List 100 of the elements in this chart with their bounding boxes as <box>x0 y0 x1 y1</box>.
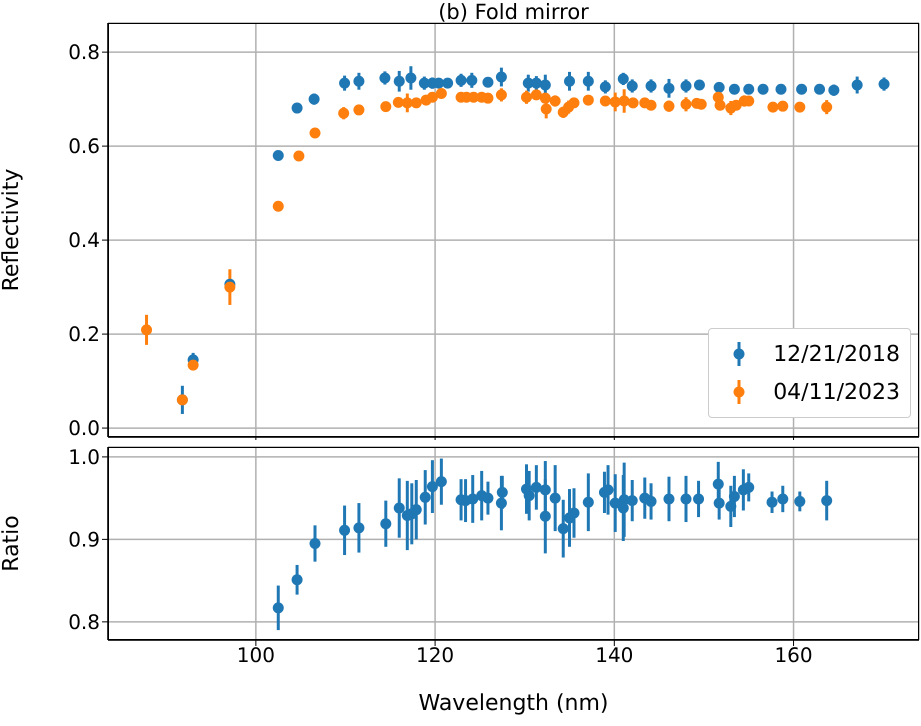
y-tick-label: 0.9 <box>68 527 100 552</box>
point <box>293 150 304 162</box>
point <box>310 127 321 138</box>
point <box>339 78 350 89</box>
point <box>618 73 629 84</box>
point <box>272 150 284 162</box>
point <box>188 360 199 371</box>
point <box>141 324 152 336</box>
point <box>663 493 674 504</box>
point <box>725 500 736 512</box>
point <box>550 96 561 107</box>
point <box>582 94 594 106</box>
x-tick-label: 100 <box>236 643 275 668</box>
point <box>628 97 639 108</box>
point <box>714 82 725 93</box>
point <box>420 492 431 503</box>
point <box>272 200 284 212</box>
point <box>292 574 303 586</box>
point <box>394 76 405 87</box>
chart-title: (b) Fold mirror <box>437 0 590 24</box>
point <box>730 100 742 111</box>
point <box>482 76 494 88</box>
point <box>714 100 726 111</box>
point <box>564 76 576 87</box>
point <box>496 498 507 509</box>
point <box>794 102 806 113</box>
point <box>540 103 552 114</box>
point <box>777 493 788 504</box>
point <box>540 510 551 522</box>
point <box>310 538 321 549</box>
point <box>380 518 392 530</box>
point <box>582 76 594 87</box>
y-axis-title: Ratio <box>0 515 24 572</box>
legend-label: 04/11/2023 <box>773 380 900 404</box>
point <box>796 84 808 95</box>
point <box>272 602 284 614</box>
point <box>524 490 535 502</box>
point <box>814 84 826 95</box>
y-tick-label: 0.4 <box>68 228 100 252</box>
point <box>353 522 364 534</box>
point <box>426 481 438 492</box>
x-tick-label: 140 <box>595 643 634 668</box>
point <box>292 102 303 114</box>
point <box>410 97 422 108</box>
point <box>646 80 657 92</box>
point <box>821 102 832 113</box>
point <box>308 94 320 105</box>
x-tick-label: 160 <box>774 643 813 668</box>
point <box>540 484 551 496</box>
point <box>436 88 447 99</box>
point <box>821 495 832 506</box>
point <box>766 496 778 508</box>
point <box>694 80 705 91</box>
point <box>224 282 236 293</box>
point <box>520 92 532 103</box>
point <box>530 89 542 100</box>
point <box>646 496 657 507</box>
point <box>353 76 364 87</box>
point <box>436 476 447 488</box>
point <box>405 72 416 84</box>
point <box>743 84 754 95</box>
point <box>626 80 638 92</box>
point <box>496 89 507 100</box>
point <box>663 100 674 112</box>
y-tick-label: 0.8 <box>68 610 100 634</box>
point <box>680 98 692 110</box>
point <box>530 78 542 89</box>
point <box>339 524 350 536</box>
point <box>540 80 551 91</box>
point <box>626 495 638 506</box>
point <box>550 492 561 504</box>
point <box>482 492 494 504</box>
point <box>794 496 806 507</box>
point <box>467 493 478 504</box>
point <box>530 482 542 493</box>
x-axis-title: Wavelength (nm) <box>418 691 609 716</box>
y-axis-title: Reflectivity <box>0 168 24 292</box>
point <box>646 100 657 111</box>
point <box>496 72 507 83</box>
point <box>442 78 454 89</box>
point <box>775 84 786 95</box>
point <box>353 104 364 116</box>
point <box>828 84 840 96</box>
y-tick-label: 0.2 <box>68 322 100 346</box>
point <box>743 482 754 493</box>
point <box>558 523 569 534</box>
point <box>379 72 390 84</box>
y-tick-label: 1.0 <box>68 444 100 469</box>
point <box>680 493 692 504</box>
y-tick-label: 0.8 <box>68 40 100 64</box>
legend-label: 12/21/2018 <box>773 342 900 366</box>
point <box>712 478 724 490</box>
point <box>728 490 740 502</box>
point <box>338 108 350 119</box>
point <box>540 92 551 104</box>
point <box>600 81 611 92</box>
point <box>878 78 890 90</box>
point <box>610 96 621 108</box>
point <box>380 101 392 112</box>
point <box>693 493 704 504</box>
